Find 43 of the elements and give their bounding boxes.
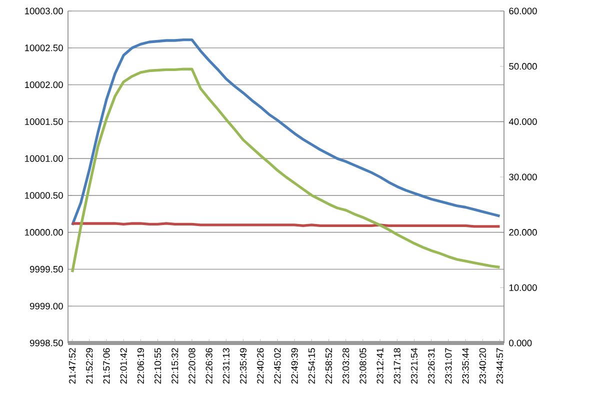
x-tick-label: 23:26:31 <box>428 348 435 384</box>
y2-tick-label: 50.000 <box>509 63 537 70</box>
x-tick-label: 23:17:18 <box>394 348 400 384</box>
y-tick-label: 10002.50 <box>25 44 63 52</box>
y-tick-label: 10001.50 <box>25 118 63 125</box>
x-tick-label: 21:47:52 <box>68 348 76 384</box>
x-tick-label: 22:10:55 <box>154 348 162 384</box>
y-tick-label: 9999.00 <box>30 302 63 310</box>
x-tick-label: 22:58:52 <box>325 348 332 384</box>
x-tick-label: 23:40:20 <box>479 348 486 384</box>
x-tick-label: 22:49:39 <box>291 348 298 384</box>
x-tick-label: 23:44:57 <box>496 348 504 384</box>
y-tick-label: 10000.00 <box>25 229 63 236</box>
y2-tick-label: 40.000 <box>508 118 537 125</box>
x-tick-label: 22:15:32 <box>172 348 178 384</box>
x-tick-label: 23:21:54 <box>410 348 418 384</box>
y2-tick-label: 20.000 <box>509 229 537 236</box>
y-tick-label: 10002.00 <box>25 81 63 88</box>
x-tick-label: 23:35:44 <box>462 348 469 384</box>
x-tick-label: 22:20:08 <box>188 348 196 384</box>
y2-tick-label: 60.000 <box>509 8 537 14</box>
y-tick-label: 10001.00 <box>25 155 63 162</box>
x-tick-label: 23:08:05 <box>360 348 366 384</box>
x-tick-label: 22:45:02 <box>274 348 281 384</box>
x-tick-label: 22:26:36 <box>206 348 212 384</box>
x-tick-label: 22:35:49 <box>240 348 247 384</box>
x-tick-label: 21:52:29 <box>86 348 93 384</box>
y-tick-label: 10000.50 <box>25 192 63 199</box>
y2-tick-label: 0.000 <box>509 340 532 346</box>
y2-tick-label: 30.000 <box>509 174 537 180</box>
x-tick-label: 23:31:07 <box>445 348 452 384</box>
x-tick-label: 22:40:26 <box>257 348 264 384</box>
y-tick-label: 9998.50 <box>30 340 63 346</box>
x-tick-label: 22:06:19 <box>137 348 144 384</box>
y2-tick-label: 10.000 <box>509 284 537 291</box>
x-tick-label: 23:12:41 <box>376 348 384 384</box>
y-tick-label: 10003.00 <box>25 8 63 14</box>
x-tick-label: 22:54:15 <box>308 348 315 384</box>
x-tick-label: 22:31:13 <box>222 348 230 384</box>
y-tick-label: 9999.50 <box>30 266 63 273</box>
x-tick-label: 22:01:42 <box>120 348 127 384</box>
x-tick-label: 21:57:06 <box>103 348 110 384</box>
x-tick-label: 23:03:28 <box>342 348 350 384</box>
